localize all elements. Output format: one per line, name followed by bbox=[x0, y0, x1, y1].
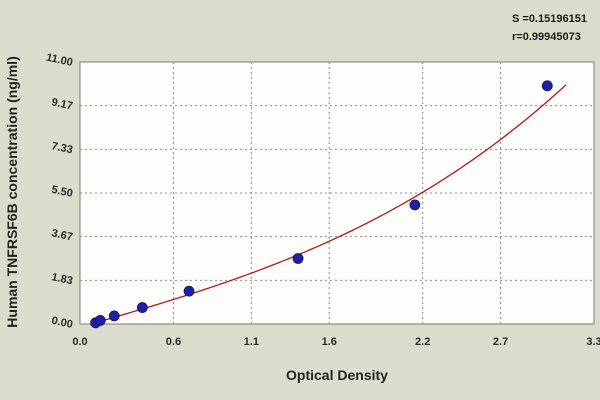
x-tick-label: 3.3 bbox=[586, 336, 600, 348]
y-axis-title: Human TNFRSF6B concentration (ng/ml) bbox=[4, 56, 20, 327]
y-tick-label: 7.33 bbox=[50, 140, 73, 156]
data-point bbox=[136, 302, 148, 313]
y-tick-label: 9.17 bbox=[50, 96, 73, 112]
y-tick-labels: 0.00 1.83 3.67 5.50 7.33 9.17 11.00 bbox=[45, 52, 74, 331]
x-axis-title: Optical Density bbox=[286, 367, 388, 383]
data-point bbox=[292, 253, 304, 264]
data-point bbox=[183, 285, 195, 297]
x-tick-labels: 0.0 0.6 1.1 1.6 2.2 2.7 3.3 bbox=[72, 336, 600, 348]
s-stat-label: S =0.15196151 bbox=[512, 13, 587, 25]
x-tick-label: 1.6 bbox=[322, 336, 337, 348]
x-tick-label: 2.7 bbox=[493, 336, 508, 348]
y-tick-label: 5.50 bbox=[50, 184, 73, 200]
data-point bbox=[108, 310, 120, 322]
y-tick-label: 3.67 bbox=[50, 227, 73, 243]
y-tick-label: 0.00 bbox=[50, 315, 73, 331]
fit-curve bbox=[92, 84, 567, 325]
data-point bbox=[94, 315, 106, 326]
data-point bbox=[409, 199, 421, 211]
r-stat-label: r=0.99945073 bbox=[512, 31, 581, 43]
data-points bbox=[90, 80, 553, 329]
fit-curve-layer bbox=[92, 84, 567, 325]
x-tick-label: 0.6 bbox=[166, 336, 181, 348]
x-tick-label: 0.0 bbox=[72, 336, 87, 348]
x-tick-label: 2.2 bbox=[415, 336, 430, 348]
x-tick-label: 1.1 bbox=[244, 336, 259, 348]
data-point bbox=[541, 80, 553, 92]
y-tick-label: 1.83 bbox=[50, 271, 73, 287]
y-tick-label: 11.00 bbox=[45, 52, 74, 69]
